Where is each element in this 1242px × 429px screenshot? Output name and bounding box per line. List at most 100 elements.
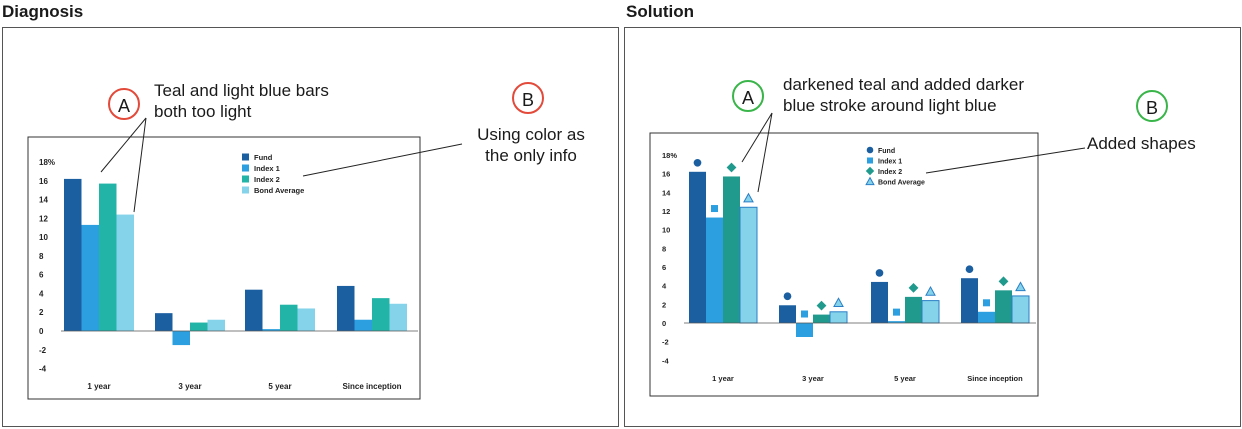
marker-triangle <box>833 297 844 307</box>
bar-index-2 <box>905 296 922 323</box>
x-category-label: 5 year <box>268 382 291 391</box>
bar-fund <box>64 178 82 331</box>
right-annotation-a-line-2: blue stroke around light blue <box>783 96 997 115</box>
legend-label: Fund <box>878 148 895 155</box>
right-annotation-b-text: Added shapes <box>1087 133 1196 154</box>
x-category-label: Since inception <box>342 382 401 391</box>
bar-index-2 <box>372 298 390 331</box>
marker-triangle <box>925 286 936 296</box>
bar-index-2 <box>723 176 740 323</box>
y-tick-label: 10 <box>662 226 670 235</box>
legend-label: Fund <box>254 153 273 162</box>
y-tick-label: -4 <box>39 365 47 374</box>
legend-label: Bond Average <box>878 180 925 187</box>
marker-square <box>801 310 808 318</box>
left-annotation-b-line-2: the only info <box>485 146 577 165</box>
y-tick-label: 8 <box>662 244 666 253</box>
legend-circle-icon <box>866 146 874 154</box>
bar-index-1 <box>354 319 372 331</box>
bar-index-1 <box>81 224 99 331</box>
right-a-leader-2 <box>757 112 773 193</box>
x-category-label: 1 year <box>712 374 734 383</box>
y-tick-label: -2 <box>662 338 669 347</box>
y-tick-label: 0 <box>39 327 44 336</box>
marker-diamond <box>726 162 737 173</box>
left-a-leader-2 <box>133 117 147 213</box>
y-tick-label: 0 <box>662 319 666 328</box>
right-a-leader-1 <box>741 112 773 163</box>
x-category-label: 3 year <box>178 382 201 391</box>
bar-index-2 <box>995 290 1012 323</box>
right-annotation-b-line-1: Added shapes <box>1087 134 1196 153</box>
marker-triangle <box>1015 281 1026 292</box>
y-tick-label: 18% <box>662 151 677 160</box>
bar-bond-average <box>207 319 225 331</box>
left-annotation-b-text: Using color as the only info <box>464 124 598 166</box>
bar-index-1 <box>172 331 190 346</box>
y-tick-label: 8 <box>39 252 44 261</box>
y-tick-label: 16 <box>662 170 670 179</box>
left-annotation-b-circle: B <box>512 82 544 114</box>
bar-fund <box>779 305 796 323</box>
left-section-title: Diagnosis <box>2 2 84 21</box>
legend-label: Index 1 <box>254 164 280 173</box>
bar-index-2 <box>813 314 830 323</box>
x-category-label: 3 year <box>802 374 824 383</box>
legend-triangle-icon <box>865 176 875 186</box>
marker-circle <box>783 292 792 301</box>
legend-swatch <box>242 164 249 172</box>
y-tick-label: 12 <box>39 214 48 223</box>
marker-circle <box>693 158 702 167</box>
right-section-title: Solution <box>626 2 694 21</box>
y-tick-label: 6 <box>39 271 44 280</box>
legend-square-icon <box>867 157 873 164</box>
solution-chart: 18% 16 14 12 10 8 6 4 2 0 -2 -4 1 year 3 year 5 year Si… <box>649 132 1039 397</box>
bar-bond-average <box>921 300 940 324</box>
bar-index-2 <box>190 322 208 331</box>
bar-bond-average <box>116 214 134 331</box>
right-annotation-a-text: darkened teal and added darker blue stro… <box>783 74 1024 116</box>
left-annotation-b-line-1: Using color as <box>477 125 585 144</box>
y-tick-label: 18% <box>39 158 55 167</box>
y-tick-label: 10 <box>39 233 48 242</box>
bar-fund <box>689 171 706 323</box>
y-tick-label: 12 <box>662 207 670 216</box>
bar-bond-average <box>297 308 315 331</box>
x-category-label: Since inception <box>967 374 1023 383</box>
legend-swatch <box>242 153 249 161</box>
legend-diamond-icon <box>865 166 875 176</box>
right-annotation-b-circle: B <box>1136 90 1168 122</box>
left-b-leader <box>302 143 463 177</box>
bar-index-1 <box>796 323 813 337</box>
bar-fund <box>155 313 173 331</box>
marker-square <box>983 299 990 307</box>
bar-index-1 <box>888 321 905 323</box>
bar-fund <box>961 278 978 323</box>
left-annotation-a-line-1: Teal and light blue bars <box>154 81 329 100</box>
left-a-leader-1 <box>100 117 147 173</box>
legend-label: Index 2 <box>878 169 902 176</box>
y-tick-label: 4 <box>39 289 44 298</box>
legend-label: Bond Average <box>254 186 304 195</box>
y-tick-label: 6 <box>662 263 666 272</box>
bar-index-1 <box>706 217 723 323</box>
x-category-label: 1 year <box>87 382 110 391</box>
right-annotation-a-line-1: darkened teal and added darker <box>783 75 1025 94</box>
marker-circle <box>875 269 884 277</box>
bar-index-1 <box>978 311 995 323</box>
bar-bond-average <box>739 206 758 324</box>
y-tick-label: -2 <box>39 346 47 355</box>
left-annotation-a-circle: A <box>108 88 140 120</box>
right-b-leader <box>925 147 1086 174</box>
marker-square <box>893 308 900 316</box>
bar-index-2 <box>280 304 298 331</box>
legend-swatch <box>242 175 249 183</box>
bar-fund <box>871 281 888 323</box>
marker-diamond <box>816 300 827 311</box>
y-tick-label: 4 <box>662 282 667 291</box>
legend-swatch <box>242 186 249 194</box>
bar-bond-average <box>829 311 848 324</box>
legend-label: Index 2 <box>254 175 280 184</box>
bar-bond-average <box>1011 295 1030 324</box>
